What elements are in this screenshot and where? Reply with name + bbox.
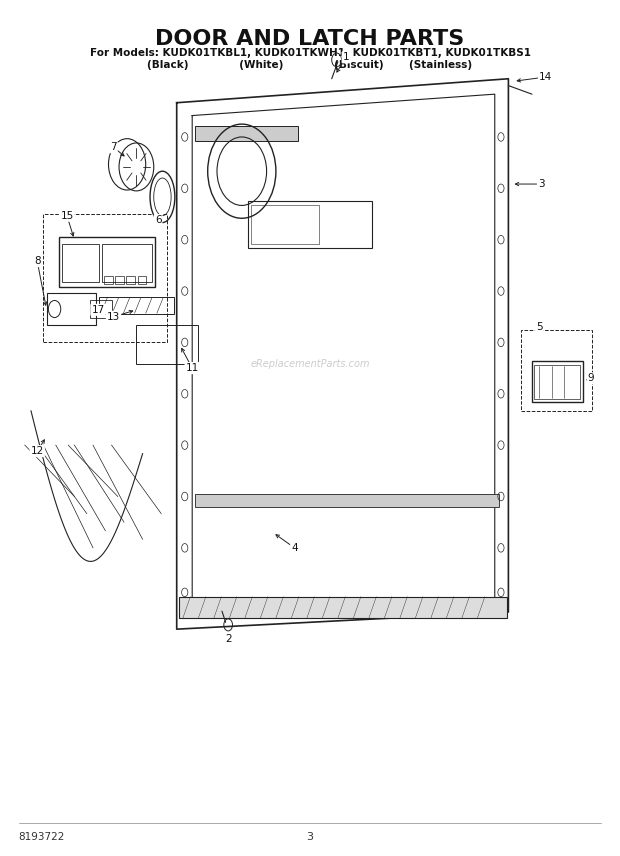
Text: 3: 3 <box>538 179 544 189</box>
Bar <box>102 244 152 282</box>
Text: 12: 12 <box>30 446 44 456</box>
Text: 3: 3 <box>306 832 314 842</box>
Bar <box>521 330 592 411</box>
Bar <box>104 276 113 284</box>
Text: 8: 8 <box>34 256 40 266</box>
Bar <box>136 325 198 364</box>
Bar <box>59 237 155 287</box>
Bar <box>46 293 96 325</box>
Bar <box>179 597 507 618</box>
Bar <box>534 365 580 399</box>
Text: 14: 14 <box>539 72 552 82</box>
Bar <box>138 276 146 284</box>
Bar <box>90 300 112 318</box>
Text: 6: 6 <box>155 215 161 225</box>
Bar <box>126 276 135 284</box>
Text: 2: 2 <box>225 634 231 645</box>
Bar <box>251 205 319 244</box>
Bar <box>195 494 499 507</box>
Bar <box>248 201 372 248</box>
Text: 7: 7 <box>110 142 117 152</box>
Text: 13: 13 <box>107 312 120 322</box>
Text: DOOR AND LATCH PARTS: DOOR AND LATCH PARTS <box>156 28 464 49</box>
Text: For Models: KUDK01TKBL1, KUDK01TKWH1, KUDK01TKBT1, KUDK01TKBS1: For Models: KUDK01TKBL1, KUDK01TKWH1, KU… <box>89 48 531 58</box>
Text: 5: 5 <box>536 322 542 332</box>
Text: 15: 15 <box>60 211 74 221</box>
Text: 8193722: 8193722 <box>19 832 65 842</box>
Bar <box>99 297 174 314</box>
Text: 9: 9 <box>588 373 594 383</box>
Text: 1: 1 <box>343 52 349 62</box>
Text: (Black)              (White)              (Biscuit)       (Stainless): (Black) (White) (Biscuit) (Stainless) <box>148 60 472 70</box>
Text: 17: 17 <box>91 305 105 315</box>
Bar <box>115 276 124 284</box>
Bar <box>195 126 298 141</box>
Text: 4: 4 <box>291 543 298 553</box>
Bar <box>62 244 99 282</box>
Bar <box>532 361 583 402</box>
Text: eReplacementParts.com: eReplacementParts.com <box>250 359 370 369</box>
Text: 11: 11 <box>185 363 199 373</box>
